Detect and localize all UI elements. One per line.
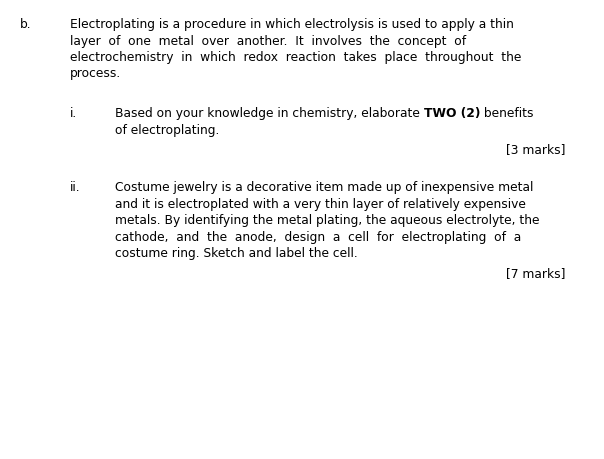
Text: of electroplating.: of electroplating. [115,123,219,137]
Text: b.: b. [20,18,31,31]
Text: benefits: benefits [480,107,533,120]
Text: ii.: ii. [70,181,80,194]
Text: cathode,  and  the  anode,  design  a  cell  for  electroplating  of  a: cathode, and the anode, design a cell fo… [115,231,521,244]
Text: costume ring. Sketch and label the cell.: costume ring. Sketch and label the cell. [115,247,358,260]
Text: electrochemistry  in  which  redox  reaction  takes  place  throughout  the: electrochemistry in which redox reaction… [70,51,521,64]
Text: process.: process. [70,67,121,80]
Text: TWO (2): TWO (2) [424,107,480,120]
Text: layer  of  one  metal  over  another.  It  involves  the  concept  of: layer of one metal over another. It invo… [70,34,466,47]
Text: Electroplating is a procedure in which electrolysis is used to apply a thin: Electroplating is a procedure in which e… [70,18,514,31]
Text: [7 marks]: [7 marks] [507,267,566,280]
Text: i.: i. [70,107,77,120]
Text: and it is electroplated with a very thin layer of relatively expensive: and it is electroplated with a very thin… [115,198,526,211]
Text: [3 marks]: [3 marks] [507,143,566,157]
Text: Based on your knowledge in chemistry, elaborate: Based on your knowledge in chemistry, el… [115,107,424,120]
Text: Costume jewelry is a decorative item made up of inexpensive metal: Costume jewelry is a decorative item mad… [115,181,533,194]
Text: metals. By identifying the metal plating, the aqueous electrolyte, the: metals. By identifying the metal plating… [115,214,539,227]
